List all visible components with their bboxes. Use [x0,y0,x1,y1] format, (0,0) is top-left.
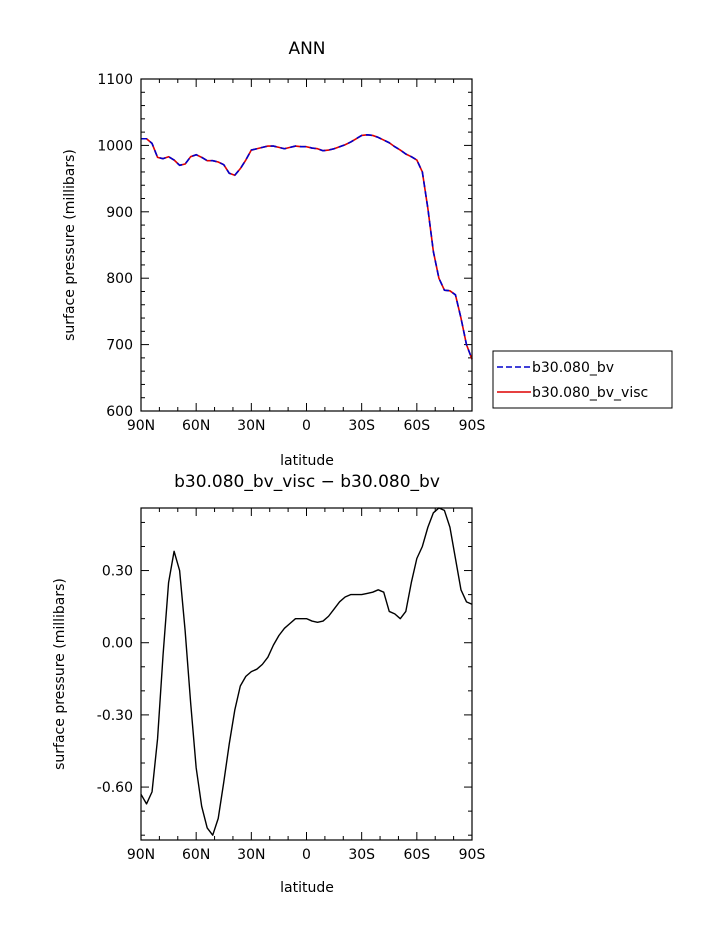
top-y-axis-label: surface pressure (millibars) [62,149,78,341]
bottom-y-tick-label: 0.00 [102,636,133,652]
bottom-x-tick-label: 90N [127,847,155,863]
legend: b30.080_bv b30.080_bv_visc [492,350,673,409]
bottom-x-tick-label: 90S [459,847,486,863]
top-x-tick-label: 90S [459,418,486,434]
series-difference-line [140,507,473,836]
bottom-y-tick-label: -0.30 [97,708,133,724]
top-y-tick-label: 800 [106,271,133,287]
top-x-axis-label: latitude [280,453,334,469]
bottom-series [140,507,473,836]
top-chart: ANN 90N 60N 30N 0 30S 60S 90S 600 700 800 900 1000 1… [62,39,673,469]
top-x-tick-label: 90N [127,418,155,434]
bottom-chart-title: b30.080_bv_visc − b30.080_bv [174,472,440,492]
top-x-tick-label: 60N [182,418,210,434]
bottom-axes: 90N 60N 30N 0 30S 60S 90S -0.60 -0.30 0.00 0.30 [97,508,486,863]
series-b30-080-bv-visc-line [141,133,473,360]
bottom-x-tick-label: 30S [348,847,375,863]
legend-label-bv: b30.080_bv [532,360,614,376]
top-y-tick-label: 1000 [97,138,133,154]
series-b30-080-bv-line [141,133,473,360]
bottom-chart: b30.080_bv_visc − b30.080_bv 90N 60N 30N 0 3… [52,472,485,896]
bottom-x-axis-label: latitude [280,880,334,896]
legend-box [492,350,673,409]
bottom-y-tick-label: 0.30 [102,564,133,580]
bottom-x-tick-label: 60N [182,847,210,863]
top-x-tick-label: 60S [403,418,430,434]
top-series [141,133,473,360]
top-plot-frame [140,78,473,412]
top-y-tick-label: 900 [106,205,133,221]
top-x-tick-label: 30S [348,418,375,434]
top-y-tick-label: 600 [106,404,133,420]
bottom-x-tick-label: 60S [403,847,430,863]
bottom-x-tick-label: 30N [237,847,265,863]
bottom-y-axis-label: surface pressure (millibars) [52,578,68,770]
top-axes: 90N 60N 30N 0 30S 60S 90S 600 700 800 900 1000 1100 [97,72,485,434]
bottom-x-tick-label: 0 [302,847,311,863]
legend-label-bv-visc: b30.080_bv_visc [532,385,648,401]
top-y-tick-label: 700 [106,338,133,354]
top-x-tick-label: 0 [302,418,311,434]
top-chart-title: ANN [288,39,325,59]
top-x-tick-label: 30N [237,418,265,434]
bottom-plot-frame [140,507,473,841]
top-y-tick-label: 1100 [97,72,133,88]
bottom-y-tick-label: -0.60 [97,780,133,796]
